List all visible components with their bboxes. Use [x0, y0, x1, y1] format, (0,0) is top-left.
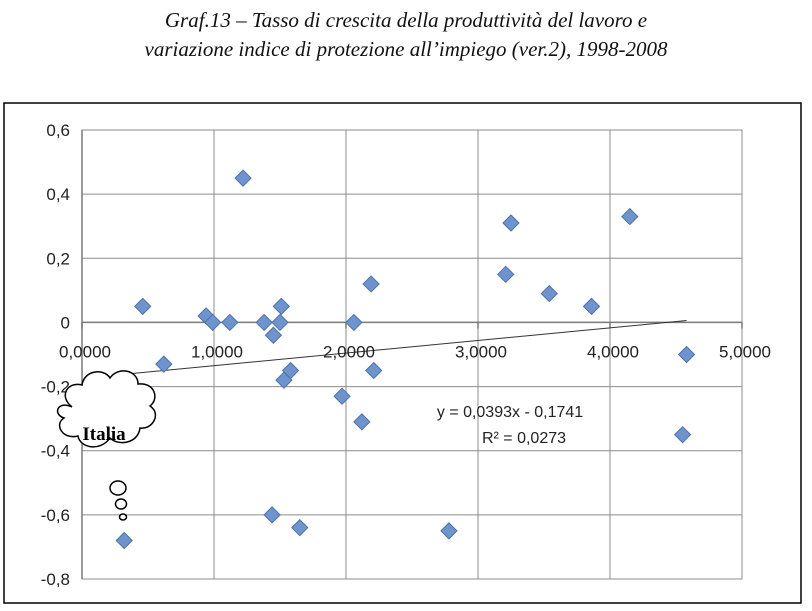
italia-label: Italia: [82, 424, 126, 445]
data-point: [540, 284, 558, 303]
x-tick-label: 2,0000: [323, 342, 375, 361]
data-point: [155, 355, 173, 373]
data-point: [281, 361, 300, 380]
data-point: [582, 297, 601, 316]
data-point: [497, 265, 515, 284]
data-point: [203, 313, 222, 332]
data-point: [621, 207, 639, 226]
labels-layer: 0,6 0,4 0,2 0 -0,2 -0,4 -0,6 -0,8 0,0000 1,0000 2,…: [41, 121, 771, 589]
italia-thought-bubble-small: [118, 513, 128, 521]
data-point: [291, 518, 309, 537]
data-point: [264, 326, 283, 344]
data-point: [673, 425, 692, 444]
chart-frame: [3, 102, 802, 604]
axis-layer: [81, 130, 743, 579]
x-tick-label: 1,0000: [191, 342, 243, 361]
data-point: [271, 313, 289, 332]
y-tick-label: 0,2: [46, 249, 70, 268]
x-tick-label: 5,0000: [719, 342, 771, 361]
y-tick-label: -0,2: [41, 378, 70, 397]
data-point: [272, 297, 291, 316]
y-tick-label: 0,6: [46, 121, 70, 140]
data-point: [365, 361, 383, 380]
italia-callout: Italia: [56, 370, 157, 521]
chart-title: Graf.13 – Tasso di crescita della produt…: [0, 6, 812, 64]
data-point: [362, 275, 380, 293]
data-point: [502, 214, 520, 232]
data-point: [345, 313, 363, 332]
data-point: [115, 531, 133, 550]
data-point: [677, 345, 696, 364]
data-point: [134, 297, 152, 316]
points-layer: [115, 169, 696, 550]
italia-thought-bubble-medium: [114, 498, 128, 510]
trendline: [124, 320, 687, 375]
data-point: [234, 169, 252, 187]
data-point: [255, 313, 273, 332]
y-tick-label: -0,6: [41, 506, 70, 525]
y-tick-label: -0,8: [41, 570, 70, 589]
x-tick-label: 3,0000: [455, 342, 507, 361]
x-tick-label: 4,0000: [587, 342, 639, 361]
equation-layer: y = 0,0393x - 0,1741 R² = 0,0273: [437, 404, 583, 447]
x-tick-label: 0,0000: [59, 342, 111, 361]
chart-title-line-1: Graf.13 – Tasso di crescita della produt…: [164, 8, 648, 32]
trendline-r-squared: R² = 0,0273: [482, 430, 566, 447]
y-tick-label: 0,4: [46, 185, 70, 204]
data-point: [353, 413, 371, 431]
trendline-equation: y = 0,0393x - 0,1741: [437, 404, 583, 421]
italia-cloud-shape: [56, 370, 157, 448]
data-point: [263, 506, 281, 524]
y-tick-label: -0,4: [41, 442, 70, 461]
trend-layer: [124, 320, 687, 375]
data-point: [221, 313, 239, 332]
data-point: [333, 387, 351, 405]
italia-thought-bubble-large: [109, 480, 127, 496]
chart-title-line-2: variazione indice di protezione all’impi…: [144, 37, 668, 61]
y-tick-label: 0: [61, 313, 70, 332]
data-point: [440, 522, 458, 540]
